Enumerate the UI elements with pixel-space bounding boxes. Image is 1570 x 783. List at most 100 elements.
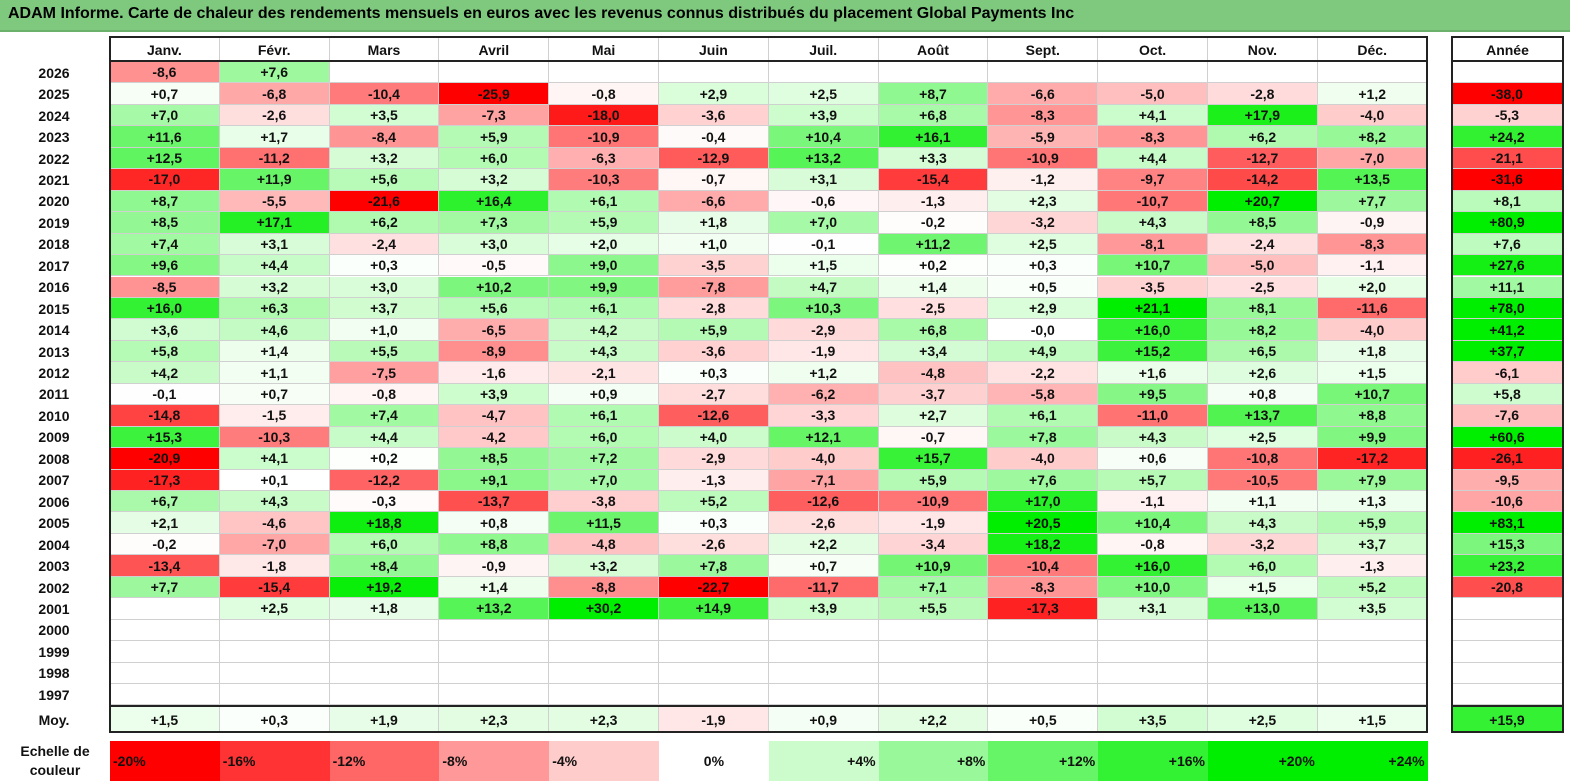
heatmap-cell: +6,0: [439, 147, 550, 170]
annual-cell: +24,2: [1452, 126, 1563, 148]
heatmap-cell: -8,3: [988, 576, 1099, 599]
header-underline: [109, 60, 1428, 62]
heatmap-cell: [110, 641, 220, 663]
heatmap-cell: -8,6: [110, 62, 220, 84]
heatmap-cell: +3,9: [768, 598, 879, 620]
heatmap-cell: +6,1: [549, 405, 659, 427]
heatmap-cell: -10,3: [219, 426, 330, 449]
heatmap-cell: +13,2: [768, 147, 879, 170]
heatmap-cell: -8,3: [1098, 126, 1208, 148]
year-label: 2005: [38, 515, 70, 532]
annual-cell: +23,2: [1452, 555, 1563, 577]
heatmap-cell: +11,6: [110, 126, 220, 148]
year-label: 2002: [38, 579, 70, 596]
heatmap-cell: +6,0: [329, 533, 440, 556]
heatmap-cell: +10,0: [1098, 576, 1208, 599]
heatmap-cell: -5,0: [1208, 255, 1318, 277]
heatmap-cell: -14,2: [1208, 169, 1318, 191]
annual-header: Année: [1452, 38, 1563, 61]
heatmap-cell: +8,5: [439, 448, 550, 470]
color-scale-stop: +20%: [1208, 741, 1318, 781]
heatmap-cell: +15,7: [878, 448, 989, 470]
heatmap-cell: +16,0: [1098, 555, 1208, 577]
heatmap-cell: -0,4: [659, 126, 769, 148]
heatmap-cell: -1,8: [219, 555, 330, 577]
year-label: 2021: [38, 171, 70, 188]
heatmap-cell: [549, 619, 659, 642]
heatmap-cell: -2,7: [659, 383, 769, 406]
heatmap-cell: +2,0: [549, 233, 659, 256]
heatmap-cell: -2,6: [219, 104, 330, 127]
color-scale-stop: +16%: [1098, 741, 1208, 781]
heatmap-cell: -7,5: [329, 362, 440, 384]
heatmap-cell: +5,7: [1098, 469, 1208, 491]
heatmap-cell: +8,4: [329, 555, 440, 577]
heatmap-cell: -2,1: [549, 362, 659, 384]
heatmap-cell: [329, 662, 440, 685]
heatmap-cell: -2,6: [659, 533, 769, 556]
annual-cell: [1452, 62, 1563, 84]
year-label: 2011: [38, 386, 70, 403]
heatmap-cell: +10,7: [1098, 255, 1208, 277]
annual-cell: +83,1: [1452, 512, 1563, 534]
heatmap-cell: [1098, 619, 1208, 642]
heatmap-cell: +8,7: [110, 190, 220, 213]
heatmap-cell: -2,4: [329, 233, 440, 256]
heatmap-cell: +9,9: [1317, 426, 1428, 449]
month-header: Sept.: [988, 38, 1099, 61]
heatmap-cell: +0,2: [878, 255, 989, 277]
heatmap-cell: -10,8: [1208, 448, 1318, 470]
annual-cell: +15,3: [1452, 533, 1563, 556]
year-label: 2015: [38, 300, 70, 317]
heatmap-cell: [988, 62, 1099, 84]
average-separator: [109, 705, 1428, 707]
heatmap-cell: +17,0: [988, 491, 1099, 513]
month-header: Déc.: [1317, 38, 1428, 61]
heatmap-cell: +4,4: [1098, 147, 1208, 170]
heatmap-cell: [878, 619, 989, 642]
year-label: 2024: [38, 107, 70, 124]
heatmap-cell: -14,8: [110, 405, 220, 427]
month-header: Mars: [329, 38, 440, 61]
heatmap-cell: +0,2: [329, 448, 440, 470]
heatmap-cell: +5,9: [549, 212, 659, 234]
annual-cell: +60,6: [1452, 426, 1563, 449]
heatmap-cell: +2,6: [1208, 362, 1318, 384]
heatmap-cell: +10,4: [768, 126, 879, 148]
heatmap-cell: +1,1: [219, 362, 330, 384]
heatmap-cell: +7,0: [110, 104, 220, 127]
heatmap-cell: -25,9: [439, 83, 550, 105]
heatmap-cell: +1,5: [768, 255, 879, 277]
heatmap-cell: +19,2: [329, 576, 440, 599]
heatmap-cell: -1,5: [219, 405, 330, 427]
month-header: Nov.: [1208, 38, 1318, 61]
year-label: 2019: [38, 214, 70, 231]
average-cell: +2,5: [1208, 707, 1318, 733]
heatmap-cell: -10,5: [1208, 469, 1318, 491]
heatmap-cell: -4,8: [878, 362, 989, 384]
heatmap-cell: [988, 684, 1099, 706]
heatmap-cell: +6,5: [1208, 340, 1318, 363]
heatmap-cell: [1098, 62, 1208, 84]
heatmap-cell: -12,9: [659, 147, 769, 170]
heatmap-cell: [549, 62, 659, 84]
heatmap-cell: -1,3: [1317, 555, 1428, 577]
heatmap-cell: -3,5: [1098, 276, 1208, 298]
heatmap-cell: +7,3: [439, 212, 550, 234]
heatmap-cell: +8,2: [1208, 319, 1318, 341]
heatmap-cell: [1208, 662, 1318, 685]
heatmap-cell: -3,5: [659, 255, 769, 277]
heatmap-cell: +6,1: [988, 405, 1099, 427]
heatmap-cell: -22,7: [659, 576, 769, 599]
heatmap-cell: -0,3: [329, 491, 440, 513]
annual-cell: [1452, 641, 1563, 663]
heatmap-cell: +7,6: [219, 62, 330, 84]
heatmap-cell: +4,3: [1208, 512, 1318, 534]
heatmap-cell: -11,6: [1317, 297, 1428, 320]
color-scale-stop: -8%: [439, 741, 550, 781]
heatmap-cell: +7,8: [988, 426, 1099, 449]
title-bar: ADAM Informe. Carte de chaleur des rende…: [0, 0, 1570, 32]
heatmap-cell: +7,1: [878, 576, 989, 599]
heatmap-cell: [659, 641, 769, 663]
heatmap-cell: [219, 684, 330, 706]
